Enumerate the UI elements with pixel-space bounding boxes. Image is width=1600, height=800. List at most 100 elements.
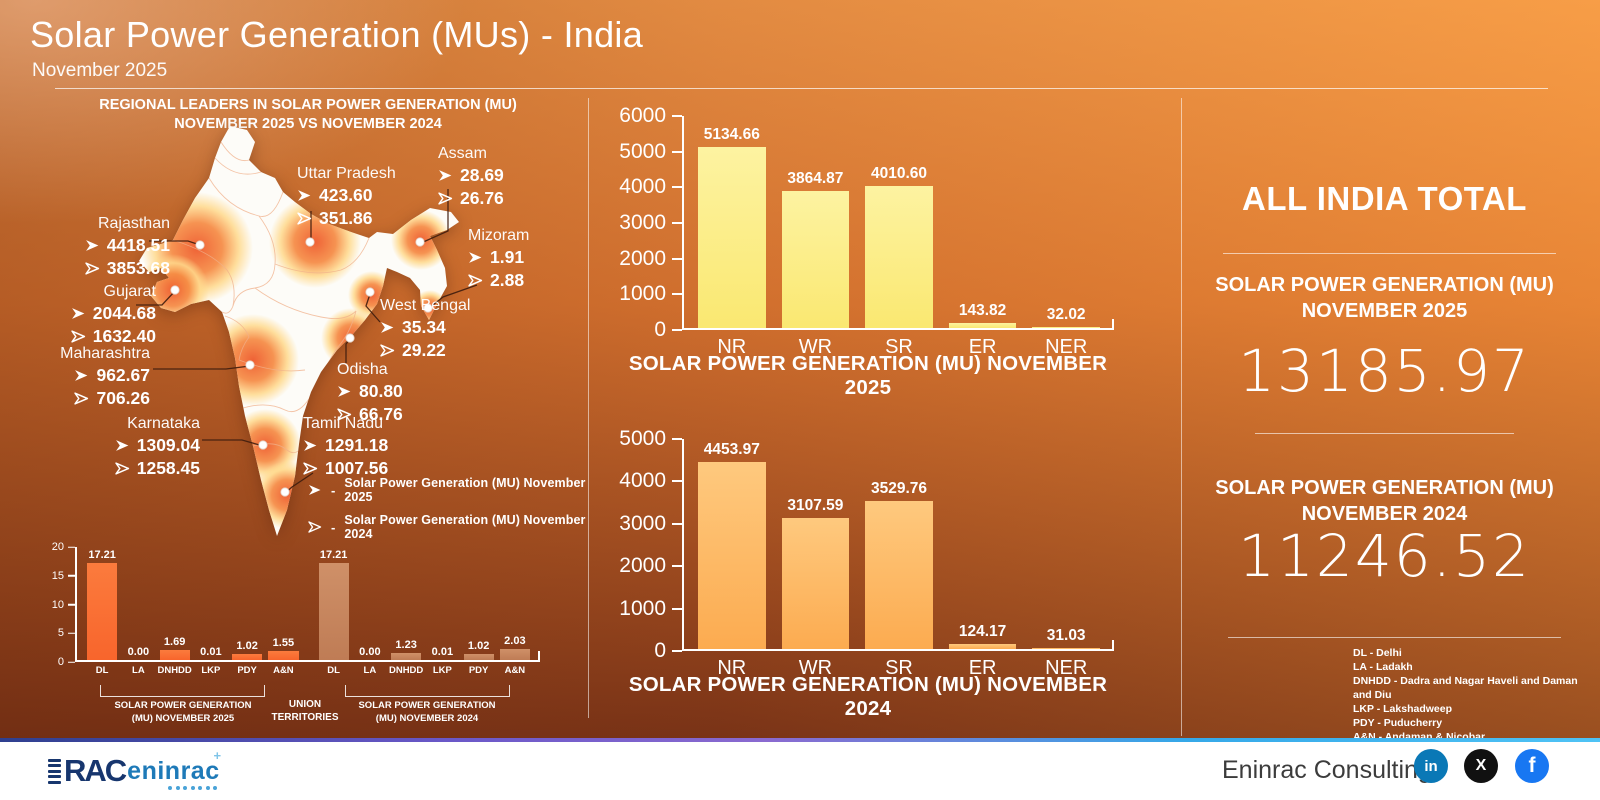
ut-bars-2024: 17.21 DL 0.00 LA 1.23 DNHDD 0.01 LKP 1.02 PDY 2.03… — [309, 547, 541, 676]
category-label: ER — [968, 336, 997, 358]
bar — [865, 500, 933, 649]
filled-arrow-icon — [71, 308, 85, 320]
category-label: SR — [885, 657, 913, 679]
regions-2024-plot: 4453.97 NR 3107.59 WR 3529.76 SR 124.17 ER 31.03… — [682, 439, 1114, 679]
category-label: NER — [1045, 657, 1088, 679]
heat-maharashtra — [207, 314, 299, 406]
regions-2025-y-axis: 0 1000 2000 3000 4000 5000 6000 — [612, 104, 682, 341]
legend-dash: - — [331, 519, 336, 535]
callout-maharashtra: Maharashtra 962.67 706.26 — [60, 344, 150, 409]
state-name: Rajasthan — [97, 215, 170, 232]
logo-plus-icon: + — [213, 747, 222, 763]
footer: RAC eninrac + Eninrac Consulting in X f — [0, 742, 1600, 800]
ut-y-axis: 0 5 10 15 20 — [30, 541, 75, 668]
y-axis-tick-label: 15 — [51, 569, 64, 582]
state-value-2025: 4418.51 — [106, 235, 170, 256]
category-label: LA — [363, 665, 377, 676]
bar-value-label: 3864.87 — [787, 170, 844, 188]
callout-karnataka: Karnataka 1309.04 1258.45 — [115, 414, 200, 479]
bar-column-sr: 3529.76 SR — [865, 439, 933, 679]
state-name: Odisha — [337, 361, 388, 378]
bracket-2024 — [345, 685, 510, 697]
regions-chart-2024: 0 1000 2000 3000 4000 5000 4453.97 NR 3107.59 WR… — [612, 425, 1124, 720]
y-axis-tick-label: 5000 — [619, 427, 666, 450]
category-label: DNHDD — [157, 665, 192, 676]
facebook-icon[interactable]: f — [1515, 749, 1549, 783]
bar-value-label: 1.55 — [272, 637, 295, 650]
bar-value-label: 1.69 — [163, 636, 186, 649]
y-axis-tick-label: 5000 — [619, 139, 666, 163]
footer-accent-strip — [0, 738, 1600, 742]
total-value-2025: 13185.97 — [1238, 337, 1531, 405]
bar-value-label: 31.03 — [1046, 626, 1086, 644]
category-label: DL — [327, 665, 340, 676]
state-value-2025: 28.69 — [460, 165, 504, 186]
category-label: DNHDD — [388, 665, 424, 676]
bracket-2025 — [100, 685, 265, 697]
bar — [781, 518, 850, 649]
filled-arrow-icon — [439, 170, 452, 182]
filled-arrow-icon — [304, 440, 317, 452]
x-twitter-icon[interactable]: X — [1464, 749, 1498, 783]
bar — [87, 562, 118, 660]
bar-column-la: 0.00 LA — [355, 547, 385, 676]
linkedin-icon[interactable]: in — [1414, 749, 1448, 783]
bar-value-label: 3107.59 — [787, 497, 844, 515]
bar-value-label: 0.00 — [359, 646, 381, 658]
state-value-2025: 1.91 — [490, 247, 525, 268]
legend-dash: - — [331, 482, 336, 498]
outline-arrow-icon — [74, 392, 89, 405]
callout-gujarat: Gujarat 2044.68 1632.40 — [71, 282, 156, 347]
y-axis-tick-mark — [68, 632, 75, 634]
y-axis-tick-mark — [672, 186, 682, 189]
state-value-2025: 423.60 — [319, 185, 373, 206]
outline-arrow-icon — [308, 521, 322, 533]
callout-tamil-nadu: Tamil Nadu 1291.18 1007.56 — [303, 414, 388, 479]
bar — [1032, 326, 1100, 328]
bar-value-label: 1.23 — [395, 639, 417, 652]
state-value-2024: 706.26 — [96, 388, 150, 409]
state-name: Tamil Nadu — [303, 415, 384, 432]
regions-2025-title: SOLAR POWER GENERATION (MU) NOVEMBER 202… — [628, 352, 1108, 399]
column-divider-right — [1181, 98, 1182, 736]
bar-value-label: 2.03 — [504, 634, 526, 647]
bar-value-label: 17.21 — [319, 548, 348, 561]
state-value-2025: 35.34 — [402, 317, 446, 338]
outline-arrow-icon — [337, 408, 352, 421]
bar-column-dl: 17.21 DL — [87, 547, 118, 676]
bar-value-label: 32.02 — [1046, 305, 1086, 323]
totals-divider-1 — [1223, 253, 1556, 254]
y-axis-tick-mark — [672, 650, 682, 652]
bar — [698, 461, 766, 649]
callout-uttar-pradesh: Uttar Pradesh 423.60 351.86 — [297, 164, 396, 229]
y-axis-tick-mark — [672, 150, 682, 153]
bar-value-label: 4453.97 — [703, 440, 760, 458]
bar — [232, 654, 263, 660]
state-value-2024: 1258.45 — [136, 458, 200, 479]
bar-value-label: 1.02 — [467, 640, 490, 653]
state-value-2024: 26.76 — [460, 188, 504, 209]
totals-label-2025-line1: SOLAR POWER GENERATION (MU) — [1215, 274, 1554, 296]
state-name: Mizoram — [468, 227, 530, 244]
logo-text: eninrac + — [127, 748, 221, 786]
all-india-total-panel: ALL INDIA TOTAL SOLAR POWER GENERATION (… — [1183, 97, 1586, 743]
eninrac-logo[interactable]: RAC eninrac + — [48, 748, 221, 790]
totals-label-2024: SOLAR POWER GENERATION (MU) NOVEMBER 202… — [1183, 475, 1586, 527]
y-axis-tick-label: 0 — [654, 318, 666, 341]
company-name: Eninrac Consulting — [1222, 756, 1432, 784]
state-value-2025: 2044.68 — [92, 303, 156, 324]
y-axis-tick-label: 2000 — [619, 246, 666, 270]
state-name: Uttar Pradesh — [297, 165, 396, 182]
legend-row-2024: - Solar Power Generation (MU) November 2… — [308, 513, 586, 541]
bar-value-label: 1.02 — [236, 640, 258, 653]
filled-arrow-icon — [298, 190, 311, 202]
y-axis-tick-mark — [672, 480, 682, 483]
bar-column-dnhdd: 1.69 DNHDD — [157, 547, 191, 676]
totals-heading: ALL INDIA TOTAL — [1242, 180, 1527, 217]
bar-column-a-n: 2.03 A&N — [499, 547, 530, 676]
y-axis-tick-label: 1000 — [619, 282, 666, 306]
state-value-2025: 80.80 — [359, 381, 403, 402]
regions-2024-y-axis: 0 1000 2000 3000 4000 5000 — [612, 427, 682, 662]
category-label: NR — [717, 657, 747, 679]
